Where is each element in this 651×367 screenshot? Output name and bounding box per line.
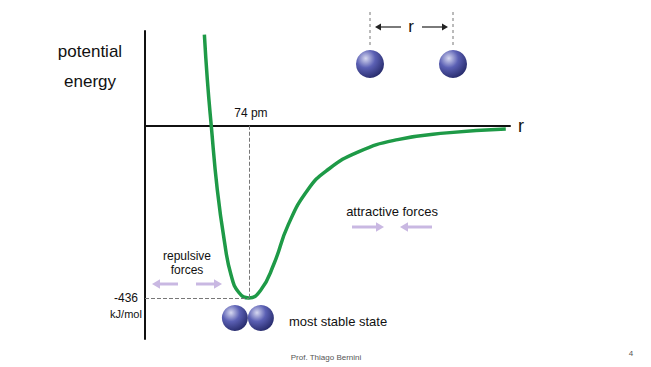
svg-text:r: r (518, 116, 524, 136)
svg-text:most stable state: most stable state (289, 314, 387, 329)
svg-text:Prof. Thiago Bernini: Prof. Thiago Bernini (291, 353, 362, 362)
svg-text:energy: energy (64, 72, 116, 91)
svg-text:r: r (408, 17, 414, 36)
svg-text:attractive forces: attractive forces (346, 204, 438, 219)
svg-text:repulsive: repulsive (163, 249, 211, 263)
svg-text:4: 4 (629, 349, 634, 358)
svg-text:kJ/mol: kJ/mol (110, 308, 142, 320)
svg-text:74 pm: 74 pm (234, 106, 267, 120)
svg-text:-436: -436 (114, 291, 138, 305)
svg-text:forces: forces (171, 263, 204, 277)
svg-text:potential: potential (58, 42, 122, 61)
